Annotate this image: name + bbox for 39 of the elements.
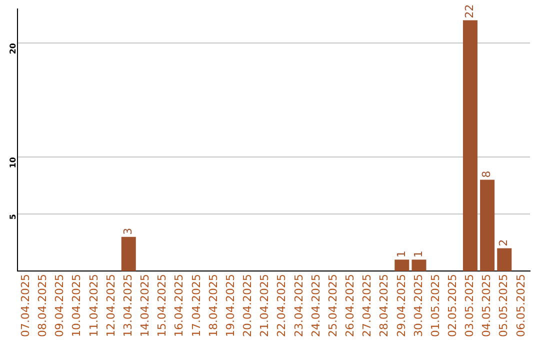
- x-tick-label: 08.04.2025: [36, 274, 50, 338]
- x-tick-label: 12.04.2025: [104, 274, 118, 338]
- data-label: 22: [463, 4, 476, 18]
- x-tick-label: 07.04.2025: [19, 274, 32, 338]
- x-tick-label: 23.04.2025: [292, 274, 306, 338]
- x-tick-label: 09.04.2025: [53, 274, 66, 338]
- x-tick-label: 29.04.2025: [394, 274, 408, 338]
- x-tick-label: 01.05.2025: [428, 274, 442, 338]
- x-tick-label: 04.05.2025: [480, 274, 494, 338]
- y-tick-label: 20: [8, 42, 18, 54]
- x-tick-label: 21.04.2025: [258, 274, 272, 338]
- x-tick-label: 05.05.2025: [497, 274, 510, 338]
- x-tick-label: 28.04.2025: [378, 274, 391, 338]
- x-tick-label: 02.05.2025: [446, 274, 459, 338]
- x-tick-label: 10.04.2025: [70, 274, 84, 338]
- x-tick-label: 27.04.2025: [360, 274, 374, 338]
- x-tick-label: 15.04.2025: [156, 274, 169, 338]
- x-tick-label: 18.04.2025: [206, 274, 220, 338]
- x-tick-label: 17.04.2025: [190, 274, 203, 338]
- data-label: 2: [497, 239, 510, 246]
- x-tick-label: 06.05.2025: [514, 274, 528, 338]
- x-tick-label: 14.04.2025: [138, 274, 152, 338]
- x-tick-label: 26.04.2025: [344, 274, 357, 338]
- x-tick-label: 03.05.2025: [463, 274, 476, 338]
- y-tick-label: 5: [8, 214, 18, 220]
- x-tick-label: 24.04.2025: [309, 274, 322, 338]
- data-label: 1: [412, 250, 425, 258]
- data-label: 3: [121, 228, 134, 235]
- x-tick-label: 19.04.2025: [224, 274, 237, 338]
- x-tick-label: 11.04.2025: [87, 274, 100, 338]
- data-label: 8: [480, 170, 494, 178]
- y-tick-label: 10: [8, 156, 18, 168]
- x-tick-label: 13.04.2025: [121, 274, 134, 338]
- data-label: 1: [394, 250, 408, 258]
- x-tick-label: 16.04.2025: [172, 274, 186, 338]
- x-tick-label: 25.04.2025: [326, 274, 340, 338]
- x-tick-label: 22.04.2025: [275, 274, 288, 338]
- x-tick-label: 20.04.2025: [241, 274, 254, 338]
- x-tick-label: 30.04.2025: [412, 274, 425, 338]
